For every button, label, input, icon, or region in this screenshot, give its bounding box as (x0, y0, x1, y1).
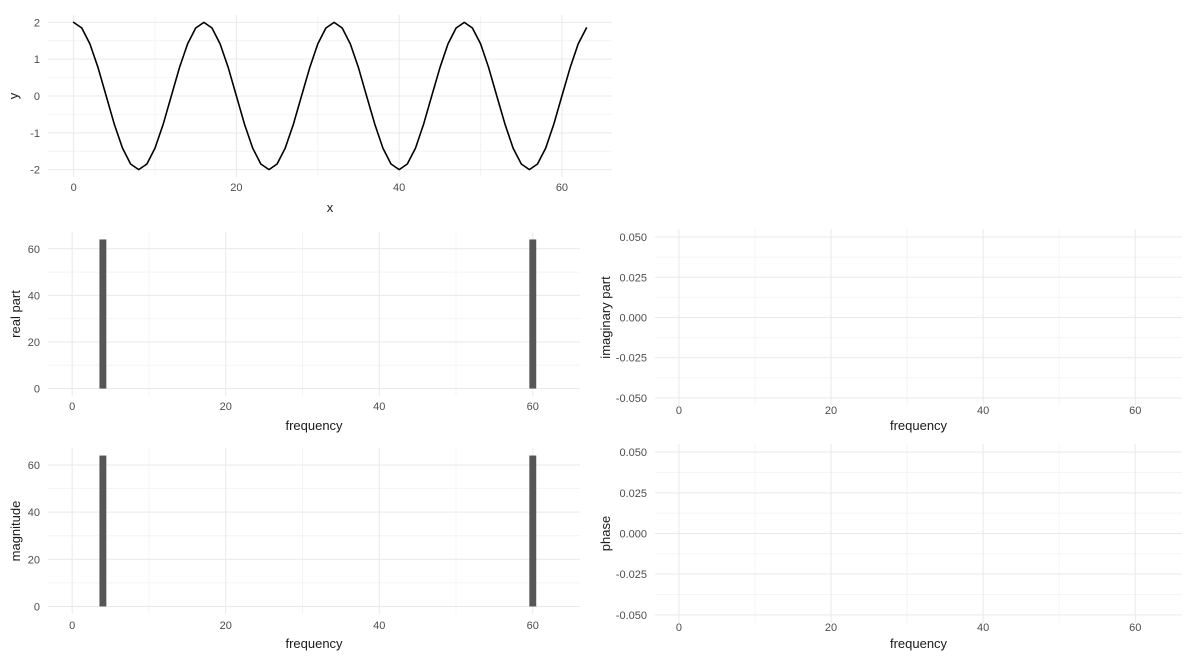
x-tick-label: 20 (825, 405, 837, 417)
y-tick-label: 0 (34, 384, 40, 396)
y-tick-label: 0.025 (619, 272, 647, 284)
frequency-bar (99, 455, 107, 607)
y-axis-title: magnitude (8, 501, 23, 562)
y-tick-label: 40 (28, 290, 40, 302)
x-tick-label: 0 (69, 401, 75, 413)
x-tick-label: 40 (373, 401, 385, 413)
y-tick-label: 60 (28, 460, 40, 472)
x-tick-label: 40 (977, 405, 989, 417)
x-tick-label: 60 (527, 401, 539, 413)
frequency-bar (529, 239, 537, 389)
x-tick-label: 60 (556, 182, 568, 194)
x-tick-label: 20 (825, 622, 837, 634)
y-axis-title: phase (598, 516, 613, 551)
y-tick-label: 0.000 (619, 313, 647, 325)
y-tick-label: 0.050 (619, 447, 647, 459)
x-axis-title: frequency (285, 418, 343, 433)
x-tick-label: 20 (220, 620, 232, 632)
x-axis-title: x (327, 200, 334, 215)
y-tick-label: 40 (28, 507, 40, 519)
x-tick-label: 0 (676, 405, 682, 417)
x-tick-label: 60 (1129, 405, 1141, 417)
y-axis-title: real part (8, 290, 23, 338)
x-axis-title: frequency (285, 636, 343, 651)
signal-line (72, 21, 588, 171)
y-axis-title: imaginary part (598, 276, 613, 359)
plot-magnitude: 0 20 40 60 0 20 40 60 frequency magnitude (8, 448, 580, 651)
plot-signal: 0 20 40 60 -2 -1 0 1 2 x y (6, 15, 612, 215)
x-tick-label: 40 (373, 620, 385, 632)
y-tick-label: 0.025 (619, 488, 647, 500)
y-tick-label: 20 (28, 337, 40, 349)
x-tick-label: 40 (393, 182, 405, 194)
x-axis-title: frequency (890, 636, 948, 651)
x-tick-label: 20 (230, 182, 242, 194)
x-tick-label: 60 (527, 620, 539, 632)
y-tick-label: 2 (34, 17, 40, 29)
x-tick-label: 20 (220, 401, 232, 413)
y-tick-label: 0 (34, 91, 40, 103)
x-tick-label: 0 (71, 182, 77, 194)
plot-imaginary: 0 20 40 60 0.050 0.025 0.000 -0.025 -0.050 freque… (598, 229, 1182, 433)
y-tick-label: 1 (34, 54, 40, 66)
x-tick-label: 0 (69, 620, 75, 632)
y-tick-label: -0.050 (616, 393, 647, 405)
x-tick-label: 40 (977, 622, 989, 634)
y-tick-label: 0 (34, 601, 40, 613)
frequency-bar (529, 455, 537, 607)
x-axis-title: frequency (890, 418, 948, 433)
x-tick-label: 60 (1129, 622, 1141, 634)
y-tick-label: 60 (28, 244, 40, 256)
y-tick-label: -0.025 (616, 353, 647, 365)
y-tick-label: -2 (30, 165, 40, 177)
x-tick-label: 0 (676, 622, 682, 634)
y-tick-label: -1 (30, 128, 40, 140)
y-tick-label: 0.050 (619, 232, 647, 244)
plot-phase: 0 20 40 60 0.050 0.025 0.000 -0.025 -0.050 freque… (598, 444, 1182, 651)
y-tick-label: 0.000 (619, 529, 647, 541)
frequency-bar (99, 239, 107, 389)
y-tick-label: -0.025 (616, 569, 647, 581)
y-tick-label: -0.050 (616, 610, 647, 622)
y-tick-label: 20 (28, 554, 40, 566)
y-axis-title: y (6, 92, 21, 99)
plot-real: 0 20 40 60 0 20 40 60 frequency real part (8, 232, 580, 433)
